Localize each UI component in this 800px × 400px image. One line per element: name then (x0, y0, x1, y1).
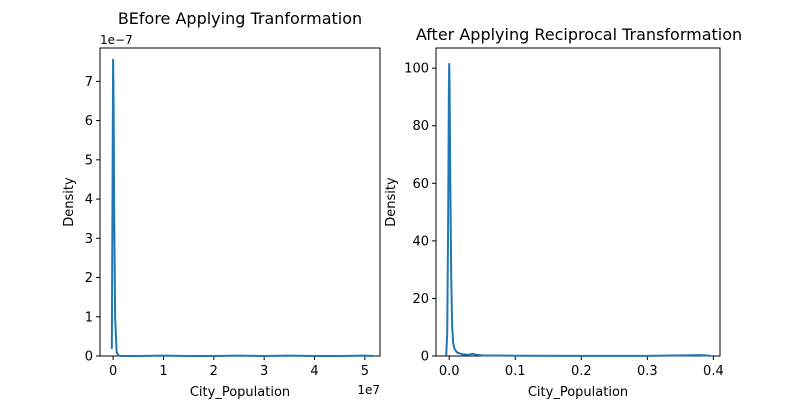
plot-before-transformation: BEfore Applying Tranformation 1e−7 0 1 2 3 4… (62, 9, 381, 400)
x-tick-label-after: 0.1 (505, 364, 526, 379)
y-tick-label-after: 40 (412, 234, 429, 249)
kde-line-before (110, 58, 374, 357)
x-tick-label-before: 3 (260, 364, 268, 379)
y-tick-label-before: 7 (85, 75, 93, 90)
axis-ticks-after: 0.0 0.1 0.2 0.3 0.4 0 20 40 60 80 100 (404, 62, 724, 379)
chart-title-before: BEfore Applying Tranformation (118, 9, 362, 28)
x-offset-label-before: 1e7 (357, 383, 380, 397)
chart-title-after: After Applying Reciprocal Transformation (416, 25, 742, 44)
y-tick-label-before: 2 (85, 271, 93, 286)
y-tick-label-after: 60 (412, 177, 429, 192)
x-tick-label-before: 0 (109, 364, 117, 379)
y-offset-label-before: 1e−7 (100, 33, 133, 47)
x-tick-label-after: 0.2 (571, 364, 592, 379)
axis-ticks-before: 0 1 2 3 4 5 0 1 2 3 4 5 6 7 (85, 75, 369, 379)
x-tick-label-before: 1 (159, 364, 167, 379)
x-axis-label-before: City_Population (190, 385, 290, 400)
y-axis-label-before: Density (62, 177, 77, 227)
kde-line-after (445, 62, 712, 357)
x-axis-label-after: City_Population (528, 385, 628, 400)
y-axis-label-after: Density (384, 177, 399, 227)
x-tick-label-after: 0.0 (439, 364, 460, 379)
y-tick-label-before: 3 (85, 232, 93, 247)
x-tick-label-after: 0.3 (637, 364, 658, 379)
y-tick-label-after: 20 (412, 292, 429, 307)
x-tick-label-before: 2 (210, 364, 218, 379)
y-tick-label-after: 80 (412, 119, 429, 134)
y-tick-label-before: 0 (85, 350, 93, 365)
y-tick-label-before: 1 (85, 310, 93, 325)
y-tick-label-after: 100 (404, 62, 429, 77)
x-tick-label-before: 5 (361, 364, 369, 379)
x-tick-label-after: 0.4 (703, 364, 724, 379)
x-tick-label-before: 4 (310, 364, 318, 379)
y-tick-label-before: 6 (85, 114, 93, 129)
y-tick-label-before: 5 (85, 153, 93, 168)
y-tick-label-before: 4 (85, 193, 93, 208)
plot-after-transformation: After Applying Reciprocal Transformation… (384, 25, 742, 400)
y-tick-label-after: 0 (421, 350, 429, 365)
